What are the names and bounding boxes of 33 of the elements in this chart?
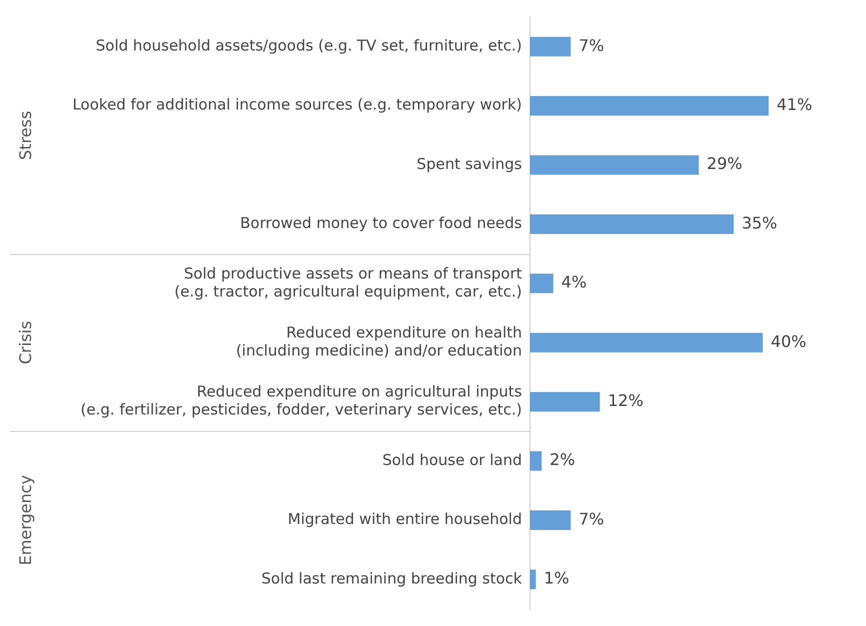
bar <box>530 96 769 116</box>
bar <box>530 155 699 175</box>
y-tick-label: Sold household assets/goods (e.g. TV set, furniture, etc.) <box>96 36 522 54</box>
bar <box>530 274 554 294</box>
text: Stress <box>16 110 36 160</box>
data-label: 40% <box>770 332 806 351</box>
y-tick-label: Sold house or land <box>382 450 522 469</box>
text: Crisis <box>16 320 36 364</box>
y-tick-label: Spent savings <box>416 154 522 173</box>
y-tick-label: Sold last remaining breeding stock <box>261 569 522 588</box>
bar <box>530 451 542 471</box>
data-label: 35% <box>742 213 778 232</box>
data-label: 29% <box>706 154 742 174</box>
y-tick-label: Sold productive assets or means of transport (e.g. tractor, agricultural equipment, car, etc.) <box>174 264 522 300</box>
y-tick-label: Borrowed money to cover food needs <box>240 214 522 232</box>
y-tick-label: Reduced expenditure on health (including medicine) and/or education <box>236 323 522 360</box>
y-tick-label: Reduced expenditure on agricultural inputs (e.g. fertilizer, pesticides, fodder, veterinary services, etc.) <box>80 382 522 419</box>
data-label: 7% <box>578 36 604 55</box>
bar <box>530 570 536 590</box>
y-tick-label: Migrated with entire household <box>288 510 522 528</box>
bar <box>530 510 571 530</box>
data-label: 12% <box>608 390 644 410</box>
data-label: 41% <box>776 94 812 114</box>
bar <box>530 332 763 352</box>
data-label: 7% <box>578 509 604 528</box>
data-label: 2% <box>550 450 576 470</box>
text: Emergency <box>16 475 36 566</box>
data-label: 4% <box>561 272 587 292</box>
bar <box>530 392 600 412</box>
bar <box>530 214 734 234</box>
y-tick-label: Looked for additional income sources (e.g. temporary work) <box>72 96 522 114</box>
bar <box>530 36 571 56</box>
data-label: 1% <box>544 568 570 588</box>
